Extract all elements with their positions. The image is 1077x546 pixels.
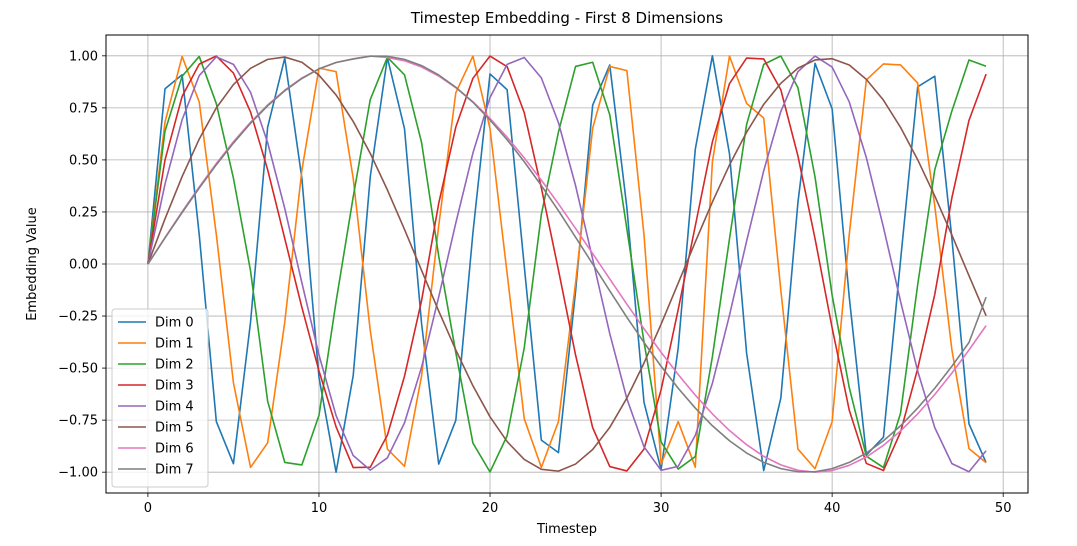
series-line-dim-2 [147, 55, 987, 473]
x-tick-label: 40 [824, 501, 841, 516]
y-tick-label: −0.25 [58, 310, 98, 325]
legend-label-dim-6: Dim 6 [155, 442, 194, 457]
x-tick-label: 50 [995, 501, 1012, 516]
x-tick-label: 10 [311, 501, 328, 516]
y-axis-title: Embedding Value [25, 207, 40, 321]
series-line-dim-1 [147, 55, 987, 470]
y-tick-label: −0.75 [58, 414, 98, 429]
y-tick-label: 1.00 [69, 49, 98, 64]
legend-box [111, 308, 209, 488]
series-line-dim-4 [147, 55, 987, 473]
y-tick-label: 0.25 [69, 205, 98, 220]
legend-label-dim-1: Dim 1 [155, 337, 194, 352]
legend-label-dim-7: Dim 7 [155, 463, 194, 478]
series-line-dim-5 [147, 56, 987, 472]
series-line-dim-3 [147, 55, 987, 472]
x-axis-title: Timestep [536, 522, 597, 537]
legend-label-dim-0: Dim 0 [155, 316, 194, 331]
series-line-dim-7 [147, 55, 987, 473]
series-layer [147, 55, 987, 473]
x-tick-label: 0 [144, 501, 152, 516]
x-tick-label: 30 [653, 501, 670, 516]
y-tick-label: 0.75 [69, 101, 98, 116]
legend-label-dim-5: Dim 5 [155, 421, 194, 436]
ticks: 0 10 20 30 40 50 −1.00 −0.75 −0.50 −0.25 0.00 0.25 0… [58, 49, 1011, 516]
legend: Dim 0 Dim 1 Dim 2 Dim 3 Dim 4 Dim 5 Dim 6 Dim 7 [111, 308, 209, 488]
y-tick-label: −0.50 [58, 362, 98, 377]
chart-title: Timestep Embedding - First 8 Dimensions [410, 9, 723, 27]
legend-label-dim-3: Dim 3 [155, 379, 194, 394]
y-tick-label: −1.00 [58, 466, 98, 481]
legend-label-dim-2: Dim 2 [155, 358, 194, 373]
y-tick-label: 0.50 [69, 153, 98, 168]
y-tick-label: 0.00 [69, 258, 98, 273]
legend-label-dim-4: Dim 4 [155, 400, 194, 415]
x-tick-label: 20 [482, 501, 499, 516]
